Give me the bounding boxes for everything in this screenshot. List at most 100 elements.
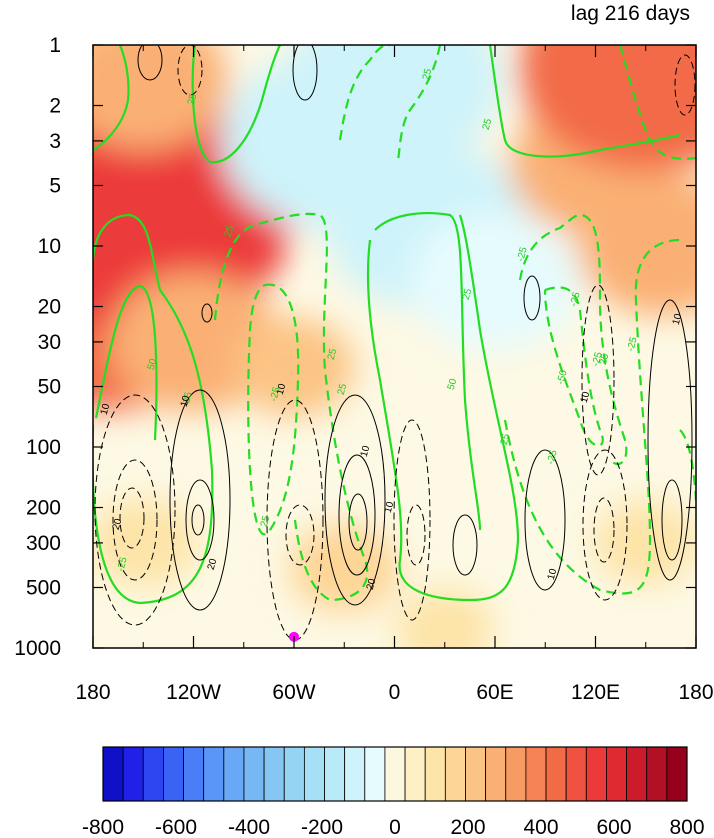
green-contour-label: -25 [268, 386, 282, 403]
y-tick-label: 100 [26, 436, 61, 459]
green-contour [191, 45, 281, 164]
shading-blob [519, 45, 696, 172]
shading-blob [287, 45, 502, 169]
green-contour [518, 213, 628, 465]
colorbar-swatch [223, 746, 245, 802]
black-contour [406, 504, 426, 566]
black-contour [452, 514, 478, 576]
colorbar-swatch [283, 746, 305, 802]
green-contour-label: -25 [545, 449, 559, 466]
colorbar-tick-label: 600 [596, 816, 631, 838]
black-contour [593, 497, 615, 563]
black-contour [348, 493, 368, 551]
green-contour [93, 213, 214, 605]
colorbar-swatch [585, 746, 607, 802]
black-contour [324, 394, 386, 606]
black-contour [292, 45, 318, 101]
black-contour [581, 284, 615, 476]
shading-blob [93, 45, 229, 151]
colorbar-swatch [424, 746, 446, 802]
colorbar-swatch [102, 746, 124, 802]
x-tick-label: 120W [166, 681, 221, 704]
colorbar-swatch [183, 746, 205, 802]
black-contour [661, 479, 683, 561]
colorbar-tick-label: 200 [450, 816, 485, 838]
x-tick-label: 0 [389, 681, 401, 704]
colorbar: -800 -600 -400 -200 0 200 400 600 800 [82, 746, 705, 838]
colorbar-swatch [646, 746, 668, 802]
colorbar-tick-label: -800 [82, 816, 124, 838]
y-tick-label: 30 [38, 331, 61, 354]
shading-blob [395, 588, 495, 648]
green-contour-label: 50 [146, 357, 160, 371]
green-contour-label: -25 [515, 246, 529, 263]
green-contour-label: -25 [625, 336, 639, 353]
black-contour [94, 394, 176, 626]
colorbar-swatch [525, 746, 547, 802]
colorbar-swatch [243, 746, 265, 802]
y-tick-label: 500 [26, 576, 61, 599]
y-tick-label: 1 [49, 34, 61, 57]
green-contour-label: -25 [590, 351, 604, 368]
colorbar-swatch [303, 746, 325, 802]
colorbar-swatch [666, 746, 688, 802]
green-contour-label: 25 [461, 287, 475, 301]
green-contour-label: 25 [223, 224, 237, 238]
y-tick-label: 20 [38, 296, 61, 319]
green-contour-label: 25 [336, 382, 350, 396]
green-contour-label: -25 [115, 556, 129, 573]
green-contour [396, 45, 442, 161]
colorbar-swatch [344, 746, 366, 802]
x-tick-label: 60E [476, 681, 513, 704]
y-tick-label: 50 [38, 375, 61, 398]
black-contour-label: 10 [383, 500, 397, 514]
black-contour-label: 10 [671, 312, 685, 326]
colorbar-swatch [142, 746, 164, 802]
green-contour-label: -25 [568, 291, 582, 308]
black-contour-label: 10 [275, 382, 289, 396]
black-contour-label: 20 [206, 557, 220, 571]
colorbar-frame [102, 746, 688, 802]
colorbar-tick-label: -600 [155, 816, 197, 838]
y-tick-label: 5 [49, 174, 61, 197]
green-contour-label: -50 [555, 369, 569, 386]
shading-blob [577, 176, 696, 316]
colorbar-swatch [485, 746, 507, 802]
shading-blob [93, 497, 199, 588]
colorbar-swatch [505, 746, 527, 802]
y-tick-label: 1000 [14, 637, 61, 660]
shading-blob [409, 211, 581, 352]
y-tick-label: 10 [38, 235, 61, 258]
x-tick-label: 180 [75, 681, 110, 704]
shading-blob [233, 317, 355, 417]
colorbar-swatch [263, 746, 285, 802]
colorbar-swatch [324, 746, 346, 802]
shading-blob [593, 500, 696, 586]
black-contour [191, 504, 205, 536]
x-tick-label: 60W [272, 681, 315, 704]
green-contour [488, 45, 681, 158]
black-contour [524, 449, 566, 591]
green-contour [503, 238, 681, 595]
colorbar-swatch [404, 746, 426, 802]
black-contour [647, 299, 693, 581]
black-contour [185, 479, 215, 561]
green-contour [374, 212, 482, 531]
colorbar-swatch [444, 746, 466, 802]
black-contour [285, 504, 315, 566]
colorbar-swatch [545, 746, 567, 802]
y-axis: 1 2 3 5 10 20 30 50 100 200 300 500 1000 [14, 34, 696, 660]
shading-blob [289, 523, 400, 614]
green-contour [94, 284, 158, 441]
black-contour-label: 10 [99, 402, 113, 416]
green-contour [93, 45, 130, 151]
black-contour [137, 45, 163, 81]
green-contour [338, 45, 391, 141]
colorbar-swatch [203, 746, 225, 802]
colorbar-tick-label: -400 [228, 816, 270, 838]
green-contour [618, 45, 696, 160]
colorbar-swatch [465, 746, 487, 802]
colorbar-swatch [626, 746, 648, 802]
green-contour-label: -25 [180, 391, 194, 408]
